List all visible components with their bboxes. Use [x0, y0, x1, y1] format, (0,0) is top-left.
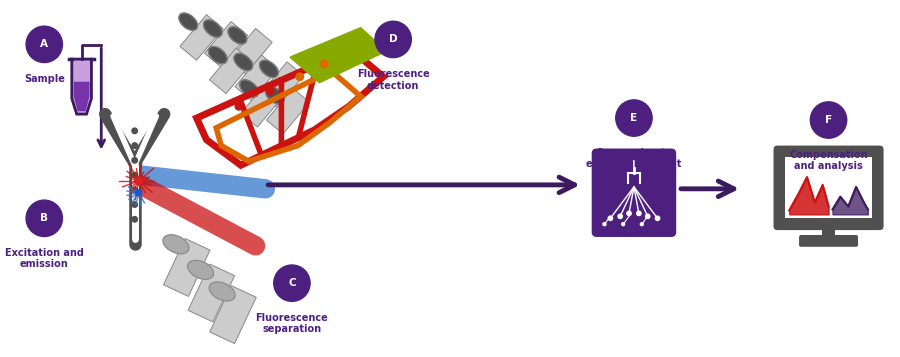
- Circle shape: [132, 172, 138, 178]
- Circle shape: [132, 128, 138, 134]
- Polygon shape: [180, 15, 223, 60]
- Circle shape: [645, 214, 650, 218]
- Circle shape: [603, 223, 606, 226]
- Polygon shape: [266, 89, 310, 134]
- Circle shape: [132, 187, 138, 192]
- Circle shape: [266, 87, 274, 94]
- Polygon shape: [210, 286, 256, 343]
- Polygon shape: [234, 54, 253, 70]
- Text: A: A: [40, 39, 49, 49]
- Polygon shape: [187, 260, 213, 279]
- Polygon shape: [261, 62, 303, 107]
- Circle shape: [343, 50, 351, 58]
- Circle shape: [132, 157, 138, 163]
- Circle shape: [375, 21, 411, 57]
- Text: F: F: [825, 115, 833, 125]
- Circle shape: [320, 60, 328, 68]
- Polygon shape: [241, 81, 284, 127]
- Text: B: B: [40, 213, 49, 223]
- Circle shape: [655, 216, 660, 221]
- Circle shape: [640, 223, 644, 226]
- Circle shape: [26, 200, 62, 236]
- Polygon shape: [259, 60, 278, 77]
- FancyBboxPatch shape: [799, 235, 858, 247]
- Polygon shape: [204, 21, 248, 67]
- Polygon shape: [240, 80, 258, 97]
- Text: Conversion to
electrical current: Conversion to electrical current: [586, 147, 681, 169]
- Polygon shape: [209, 46, 227, 64]
- Circle shape: [296, 73, 303, 81]
- Polygon shape: [179, 13, 197, 30]
- Circle shape: [132, 143, 138, 148]
- Text: C: C: [288, 278, 296, 288]
- Polygon shape: [72, 59, 92, 114]
- Polygon shape: [209, 282, 235, 301]
- FancyBboxPatch shape: [591, 149, 676, 237]
- Circle shape: [135, 177, 142, 185]
- Polygon shape: [266, 87, 284, 104]
- Circle shape: [627, 211, 631, 216]
- Text: Fluorescence
separation: Fluorescence separation: [256, 313, 328, 334]
- Polygon shape: [203, 20, 222, 37]
- Polygon shape: [235, 55, 278, 101]
- FancyBboxPatch shape: [773, 146, 884, 230]
- Polygon shape: [228, 27, 247, 44]
- Text: Sample: Sample: [23, 74, 65, 84]
- Circle shape: [622, 223, 625, 226]
- Polygon shape: [188, 264, 235, 322]
- Text: Fluorescence
detection: Fluorescence detection: [356, 69, 429, 91]
- Circle shape: [608, 216, 613, 221]
- Circle shape: [136, 190, 142, 196]
- Circle shape: [235, 102, 243, 110]
- Circle shape: [636, 211, 641, 216]
- Circle shape: [618, 214, 623, 218]
- Circle shape: [274, 265, 310, 301]
- Polygon shape: [210, 48, 253, 94]
- Circle shape: [26, 26, 62, 62]
- FancyBboxPatch shape: [822, 224, 835, 240]
- FancyBboxPatch shape: [786, 157, 872, 218]
- Polygon shape: [164, 238, 210, 296]
- Polygon shape: [290, 27, 386, 83]
- Polygon shape: [74, 82, 89, 111]
- Text: Compensation
and analysis: Compensation and analysis: [789, 150, 868, 171]
- Circle shape: [132, 217, 138, 222]
- Circle shape: [132, 202, 138, 207]
- Circle shape: [810, 102, 847, 138]
- Polygon shape: [230, 29, 272, 74]
- Text: D: D: [389, 34, 398, 44]
- Circle shape: [616, 100, 652, 136]
- Text: E: E: [630, 113, 637, 123]
- Polygon shape: [163, 235, 189, 254]
- Text: Excitation and
emission: Excitation and emission: [4, 248, 84, 270]
